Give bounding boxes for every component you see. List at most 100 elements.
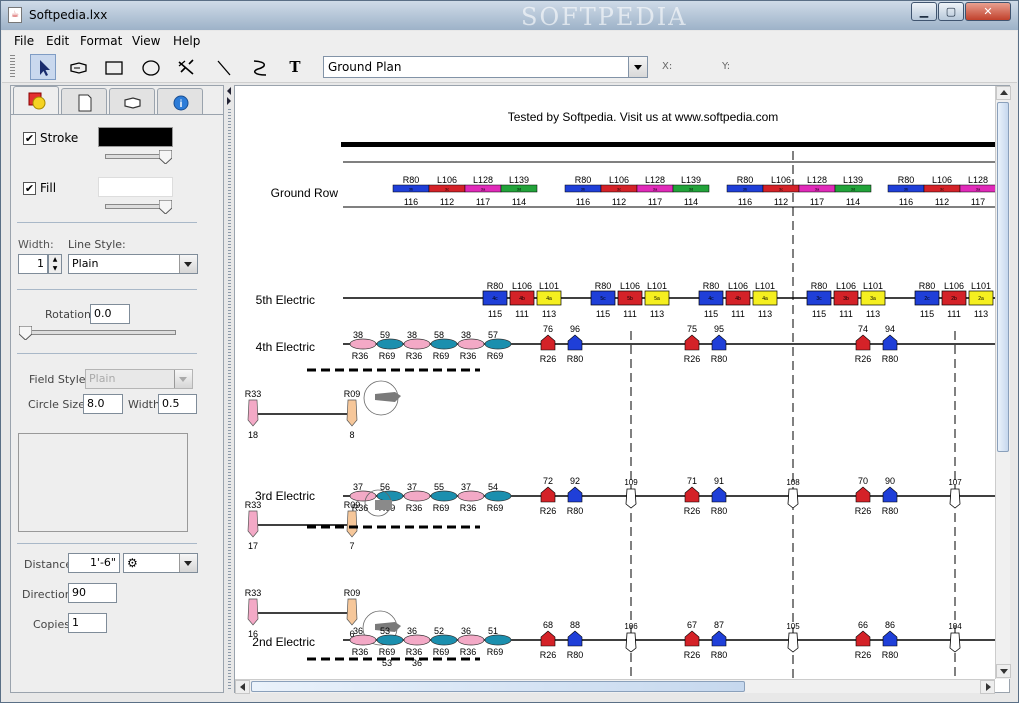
fill-slider-thumb[interactable] — [159, 200, 172, 214]
lower-boom-right-unit — [346, 598, 358, 626]
fifth-electric-unit — [914, 290, 940, 306]
text-tool-button[interactable]: T — [282, 54, 308, 80]
unit-code: 2a — [978, 296, 984, 302]
unit-type-label: R26 — [684, 506, 701, 516]
minimize-button[interactable]: ▁ — [911, 2, 937, 21]
line-tool-button[interactable] — [210, 54, 236, 80]
maximize-button[interactable]: ▢ — [938, 2, 964, 21]
unit-number-label: 37 — [353, 482, 363, 492]
chevron-down-icon[interactable] — [628, 57, 647, 77]
unit-number-label: 117 — [648, 197, 662, 207]
title-bar[interactable]: ☕ Softpedia.lxx SOFTPEDIA ▁ ▢ ✕ — [1, 1, 1018, 31]
rotation-label: Rotation: — [45, 308, 95, 321]
third-boom-right-unit — [346, 510, 358, 538]
tab-color[interactable] — [13, 86, 59, 115]
multi-line-tool-button[interactable] — [173, 54, 199, 80]
unit-code: 3c — [816, 296, 822, 302]
fourth-electric-ellipsoidal — [430, 338, 458, 350]
rectangle-tool-button[interactable] — [100, 54, 126, 80]
ellipse-tool-button[interactable] — [137, 54, 163, 80]
drawing-canvas[interactable]: Tested by Softpedia. Visit us at www.sof… — [234, 85, 1010, 693]
rotation-slider-thumb[interactable] — [19, 326, 32, 340]
unit-number-label: 18 — [248, 430, 258, 440]
line-style-select[interactable]: Plain — [68, 254, 198, 274]
direction-input[interactable]: 90 — [68, 583, 117, 603]
copies-input[interactable]: 1 — [68, 613, 107, 633]
distance-unit-select[interactable]: ⚙ — [123, 553, 198, 573]
second-electric-ellipsoidal — [430, 634, 458, 646]
light-plot-drawing[interactable]: Tested by Softpedia. Visit us at www.sof… — [235, 86, 997, 679]
collapse-left-icon[interactable] — [227, 87, 231, 95]
unit-type-label: R26 — [855, 650, 872, 660]
unit-code: 3b — [581, 187, 586, 192]
x-coordinate-label: X: — [662, 61, 673, 72]
menu-help[interactable]: Help — [173, 34, 201, 48]
curve-tool-button[interactable] — [246, 54, 272, 80]
field-style-select[interactable]: Plain — [85, 369, 193, 389]
plan-select[interactable]: Ground Plan — [323, 56, 648, 78]
fifth-electric-unit — [941, 290, 967, 306]
tab-document[interactable] — [61, 88, 107, 114]
unit-code: 4b — [735, 296, 741, 302]
rotation-input[interactable]: 0.0 — [90, 304, 130, 324]
vertical-scrollbar[interactable] — [995, 86, 1011, 679]
fill-checkbox[interactable]: ✔ — [23, 182, 36, 195]
width-input[interactable]: 1 — [18, 254, 48, 274]
unit-number-label: 71 — [687, 476, 697, 486]
expand-right-icon[interactable] — [227, 97, 231, 105]
fill-color-swatch[interactable] — [98, 177, 173, 197]
unit-type-label: R36 — [460, 351, 477, 361]
line-style-value: Plain — [72, 257, 99, 270]
menu-format[interactable]: Format — [80, 34, 123, 48]
unit-code: 4b — [519, 296, 525, 302]
unit-type-label: R80 — [703, 281, 720, 291]
unit-number-label: 72 — [543, 476, 553, 486]
separator — [17, 543, 197, 544]
circle-size-input[interactable]: 8.0 — [83, 394, 123, 414]
unit-number-label: 113 — [758, 309, 772, 319]
unit-type-label: R80 — [711, 354, 728, 364]
unit-number-label: 70 — [858, 476, 868, 486]
second-electric-ellipsoidal — [349, 634, 377, 646]
menu-file[interactable]: File — [14, 34, 35, 48]
scroll-left-button[interactable] — [235, 680, 250, 694]
horizontal-scrollbar[interactable] — [235, 679, 995, 694]
tab-info[interactable]: i — [157, 88, 203, 114]
scroll-up-button[interactable] — [996, 86, 1011, 100]
distance-input[interactable]: 1'-6" — [68, 553, 120, 573]
second-electric-label: 2nd Electric — [252, 635, 315, 649]
vertical-scroll-thumb[interactable] — [997, 102, 1009, 452]
chevron-down-icon[interactable] — [174, 370, 192, 388]
stroke-checkbox[interactable]: ✔ — [23, 132, 36, 145]
unit-type-label: R69 — [487, 351, 504, 361]
panel-splitter[interactable] — [227, 85, 232, 693]
unit-number-label: 113 — [974, 309, 988, 319]
splitter-grip[interactable] — [228, 109, 231, 689]
chevron-down-icon[interactable] — [179, 554, 197, 572]
stroke-color-swatch[interactable] — [98, 127, 173, 147]
unit-code: 3b — [743, 187, 748, 192]
horizontal-scroll-thumb[interactable] — [251, 681, 745, 692]
width-label: Width: — [18, 238, 54, 251]
scroll-right-button[interactable] — [980, 680, 995, 694]
unit-number-label: 115 — [812, 309, 826, 319]
tab-instrument[interactable] — [109, 88, 155, 114]
unit-type-label: L101 — [755, 281, 775, 291]
circle-width-input[interactable]: 0.5 — [158, 394, 197, 414]
select-tool-button[interactable] — [30, 54, 56, 80]
menu-edit[interactable]: Edit — [46, 34, 70, 48]
stroke-slider-thumb[interactable] — [159, 150, 172, 164]
unit-number-label: 111 — [515, 309, 529, 319]
close-button[interactable]: ✕ — [965, 2, 1011, 21]
menu-view[interactable]: View — [132, 34, 161, 48]
chevron-down-icon[interactable] — [179, 255, 197, 273]
circle-size-label: Circle Size: — [28, 398, 89, 411]
scroll-down-button[interactable] — [996, 664, 1011, 678]
field-style-label: Field Style: — [29, 373, 90, 386]
toolbar-grip[interactable] — [10, 55, 15, 79]
width-spinner[interactable]: ▲ ▼ — [48, 254, 62, 274]
unit-number-label: 109 — [624, 478, 638, 487]
rotation-slider[interactable] — [21, 330, 176, 335]
third-electric-par-unit — [882, 486, 898, 503]
instrument-tool-button[interactable] — [65, 54, 91, 80]
